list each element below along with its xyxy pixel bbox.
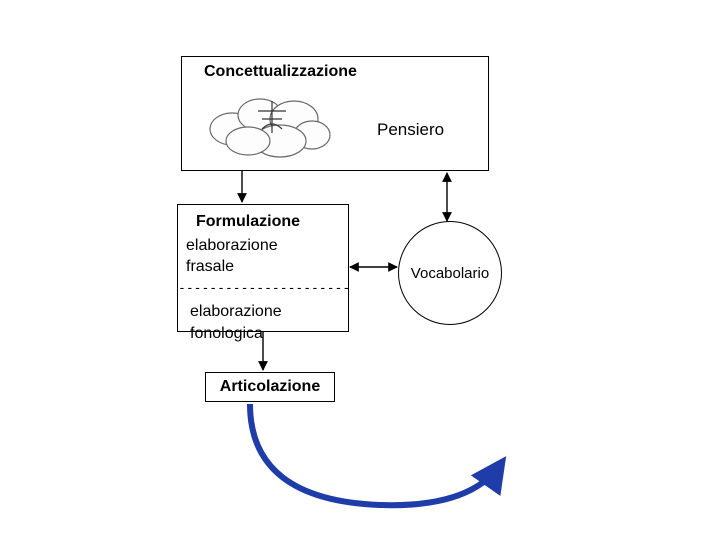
articolazione-title: Articolazione: [220, 376, 320, 398]
formulazione-line3: elaborazione: [178, 301, 348, 323]
formulazione-line2: frasale: [178, 256, 348, 278]
node-articolazione: Articolazione: [205, 372, 335, 402]
formulazione-line4: fonologica: [178, 323, 348, 345]
concettualizzazione-title: Concettualizzazione: [182, 57, 488, 85]
thought-cloud-icon: [202, 89, 342, 161]
arrow-output-curve: [250, 404, 500, 505]
formulazione-divider: ------------------------: [178, 280, 348, 298]
pensiero-label: Pensiero: [377, 119, 444, 142]
node-concettualizzazione: Concettualizzazione Pensiero: [181, 56, 489, 171]
vocabolario-label: Vocabolario: [411, 265, 489, 282]
node-vocabolario: Vocabolario: [398, 221, 502, 325]
formulazione-title: Formulazione: [178, 207, 348, 235]
node-formulazione: Formulazione elaborazione frasale ------…: [177, 204, 349, 332]
formulazione-line1: elaborazione: [178, 235, 348, 257]
